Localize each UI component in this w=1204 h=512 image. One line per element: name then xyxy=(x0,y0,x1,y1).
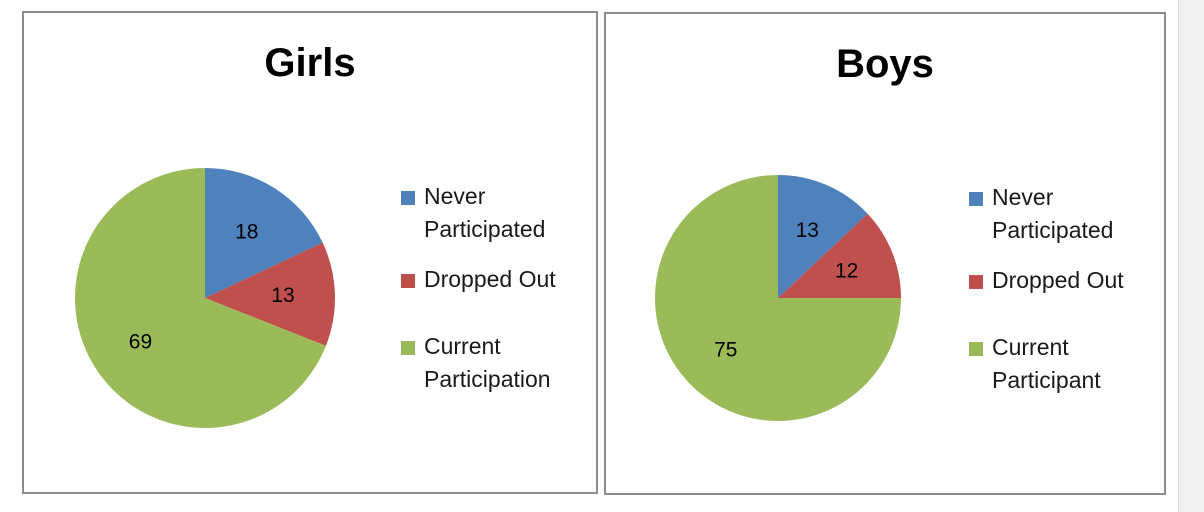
legend-swatch-never xyxy=(969,192,983,206)
boys-chart-panel: Boys 13 12 75 Never Participated Dropped O… xyxy=(604,12,1166,495)
legend-label: Never Participated xyxy=(424,183,546,242)
legend-item-dropped: Dropped Out xyxy=(968,264,1152,297)
data-label: 18 xyxy=(235,221,258,244)
legend-label: Dropped Out xyxy=(992,267,1124,293)
legend-swatch-never xyxy=(401,191,415,205)
slice-dropped-out xyxy=(205,242,335,346)
window-edge xyxy=(1178,0,1204,512)
legend-swatch-dropped xyxy=(401,274,415,288)
legend-swatch-dropped xyxy=(969,275,983,289)
chart-title: Girls xyxy=(264,41,356,85)
legend-swatch-current xyxy=(969,342,983,356)
boys-pie: 13 12 75 xyxy=(655,175,901,421)
girls-pie: 18 13 69 xyxy=(75,168,335,428)
legend-label: Dropped Out xyxy=(424,266,556,292)
slice-current xyxy=(655,175,901,421)
data-label: 12 xyxy=(835,259,858,282)
slice-never-participated xyxy=(778,175,868,298)
legend-swatch-current xyxy=(401,341,415,355)
legend-item-never: Never Participated xyxy=(968,181,1152,247)
legend: Never Participated Dropped Out Current P… xyxy=(968,181,1152,397)
legend: Never Participated Dropped Out Current P… xyxy=(400,180,584,396)
legend-item-never: Never Participated xyxy=(400,180,584,246)
girls-chart-panel: Girls 18 13 69 Never Participated Dropped … xyxy=(22,11,598,494)
data-label: 13 xyxy=(796,219,819,242)
legend-item-dropped: Dropped Out xyxy=(400,263,584,296)
data-label: 13 xyxy=(271,284,294,307)
legend-label: Never Participated xyxy=(992,184,1114,243)
legend-item-current: Current Participant xyxy=(968,331,1152,397)
data-label: 75 xyxy=(714,339,737,362)
legend-item-current: Current Participation xyxy=(400,330,584,396)
chart-title: Boys xyxy=(836,42,934,86)
slice-dropped-out xyxy=(778,213,901,298)
legend-label: Current Participation xyxy=(424,333,551,392)
legend-label: Current Participant xyxy=(992,334,1101,393)
data-label: 69 xyxy=(129,330,152,353)
slice-current xyxy=(75,168,326,428)
slice-never-participated xyxy=(205,168,323,298)
